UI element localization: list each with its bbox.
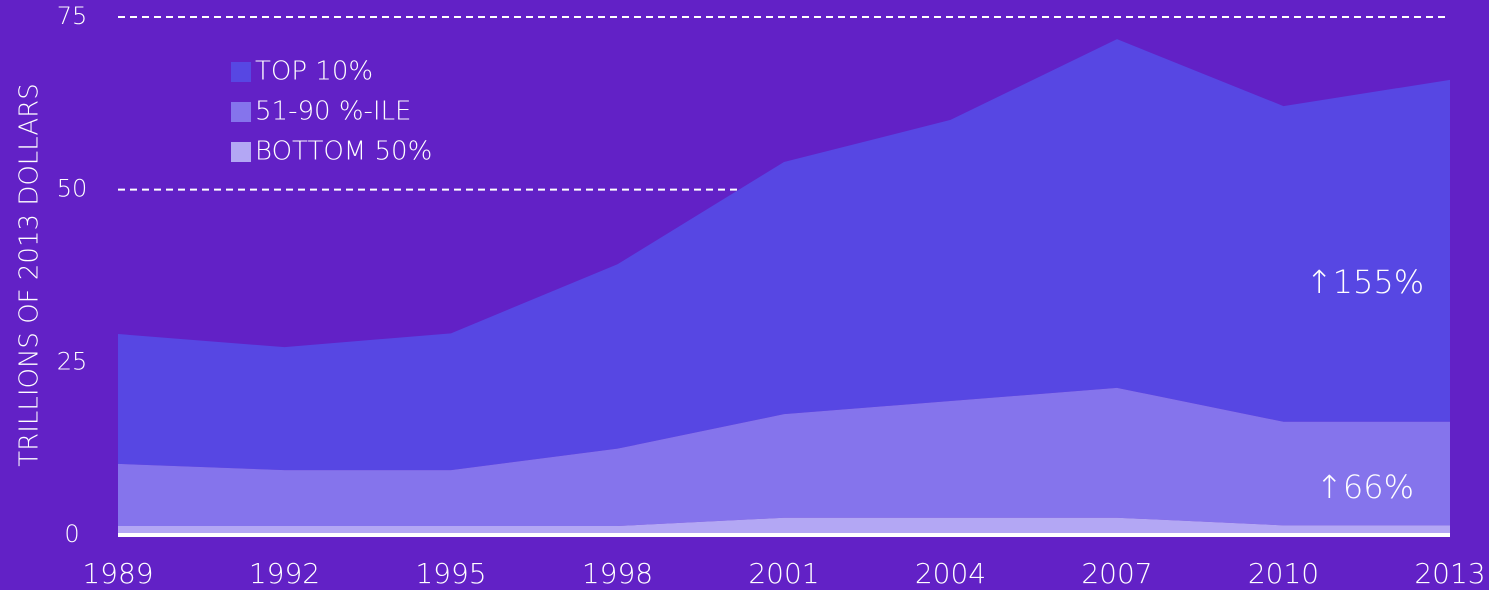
y-axis-label: TRILLIONS OF 2013 DOLLARS bbox=[15, 83, 45, 466]
legend-label: TOP 10% bbox=[255, 57, 373, 87]
x-tick-label: 1989 bbox=[82, 557, 153, 590]
y-tick-label: 0 bbox=[64, 520, 79, 548]
x-tick-label: 2001 bbox=[748, 557, 819, 590]
x-tick-label: 2010 bbox=[1248, 557, 1319, 590]
annotation: ↑66% bbox=[1316, 468, 1414, 506]
y-tick-label: 25 bbox=[57, 347, 88, 375]
annotation: ↑155% bbox=[1306, 263, 1424, 301]
y-tick-label: 75 bbox=[57, 2, 88, 30]
x-tick-label: 2004 bbox=[915, 557, 986, 590]
x-tick-label: 2013 bbox=[1414, 557, 1485, 590]
x-tick-label: 1998 bbox=[582, 557, 653, 590]
legend-label: 51-90 %-ILE bbox=[255, 97, 411, 127]
legend-label: BOTTOM 50% bbox=[255, 137, 432, 167]
x-tick-label: 2007 bbox=[1081, 557, 1152, 590]
x-tick-label: 1995 bbox=[415, 557, 486, 590]
legend-swatch bbox=[231, 102, 251, 122]
legend-swatch bbox=[231, 62, 251, 82]
x-tick-label: 1992 bbox=[249, 557, 320, 590]
chart: TRILLIONS OF 2013 DOLLARS 0 25 50 75 1989 199… bbox=[0, 0, 1489, 590]
y-tick-label: 50 bbox=[57, 175, 88, 203]
legend-swatch bbox=[231, 142, 251, 162]
